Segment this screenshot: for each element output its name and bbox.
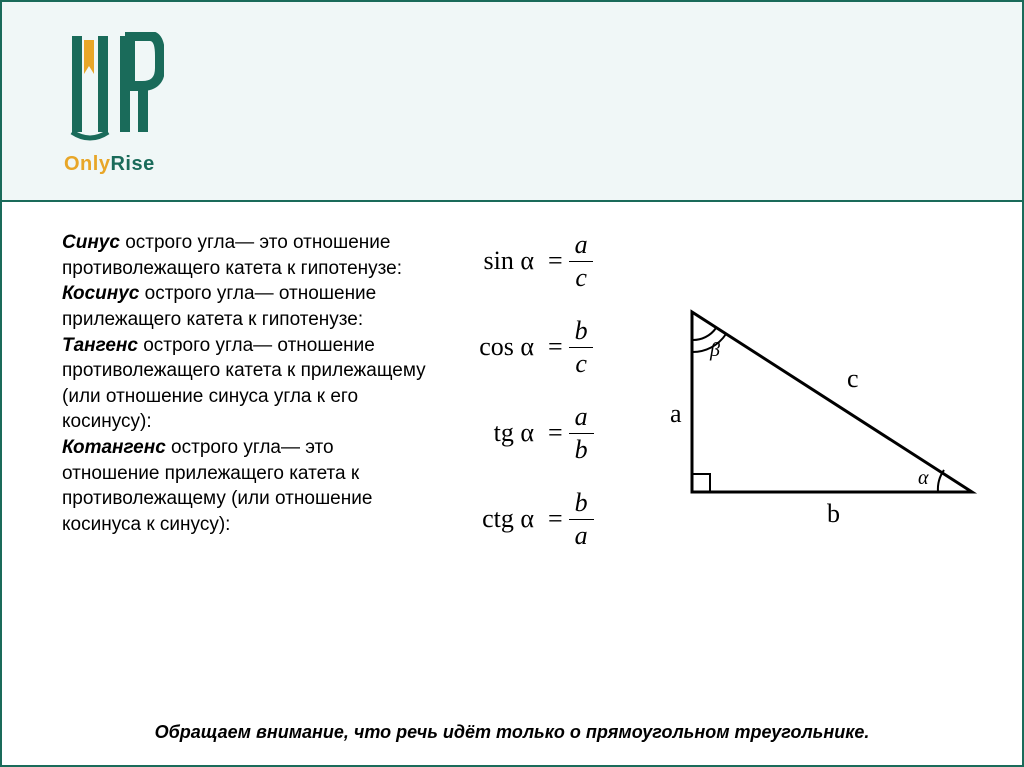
triangle-icon: a b c β α	[652, 282, 992, 532]
side-c-label: c	[847, 364, 859, 393]
label-tg: tg α	[452, 418, 542, 448]
formula-sin: sin α = a c	[452, 230, 594, 292]
brand-first-word: Only	[64, 153, 110, 175]
definitions-text: Синус острого угла— это отношение против…	[62, 230, 432, 538]
def-sin: Синус острого угла— это отношение против…	[62, 230, 432, 281]
def-ctg: Котангенс острого угла— это отношение пр…	[62, 435, 432, 538]
term-tg: Тангенс	[62, 335, 138, 356]
num-cos: b	[569, 317, 594, 346]
fraction-ctg: b a	[569, 489, 594, 549]
brand-logo-block: OnlyRise	[64, 32, 164, 176]
num-ctg: b	[569, 489, 594, 518]
term-ctg: Котангенс	[62, 437, 166, 458]
den-cos: c	[569, 347, 593, 377]
def-cos: Косинус острого угла— отношение прилежащ…	[62, 281, 432, 332]
den-ctg: a	[569, 519, 594, 549]
num-sin: a	[569, 231, 594, 260]
term-sin: Синус	[62, 232, 120, 253]
fraction-sin: a c	[569, 231, 594, 291]
label-sin: sin α	[452, 246, 542, 276]
formula-cos: cos α = b c	[452, 316, 594, 378]
equals-icon: =	[542, 418, 569, 448]
def-tg: Тангенс острого угла— отношение противол…	[62, 333, 432, 436]
num-tg: a	[569, 403, 594, 432]
angle-alpha-label: α	[918, 467, 929, 489]
content: Синус острого угла— это отношение против…	[2, 202, 1022, 722]
label-cos: cos α	[452, 332, 542, 362]
equals-icon: =	[542, 246, 569, 276]
den-sin: c	[569, 261, 593, 291]
term-cos: Косинус	[62, 283, 139, 304]
brand-name: OnlyRise	[64, 153, 164, 176]
formula-ctg: ctg α = b a	[452, 488, 594, 550]
brand-second-word: Rise	[110, 153, 154, 175]
formula-block: sin α = a c cos α = b c tg α = a	[452, 230, 594, 574]
formula-tg: tg α = a b	[452, 402, 594, 464]
triangle-diagram: a b c β α	[652, 282, 992, 532]
angle-beta-label: β	[709, 339, 720, 361]
den-tg: b	[569, 433, 594, 463]
header: OnlyRise	[2, 2, 1022, 202]
side-a-label: a	[670, 399, 682, 428]
equals-icon: =	[542, 332, 569, 362]
footnote-text: Обращаем внимание, что речь идёт только …	[2, 722, 1022, 743]
fraction-cos: b c	[569, 317, 594, 377]
side-b-label: b	[827, 499, 840, 528]
equals-icon: =	[542, 504, 569, 534]
fraction-tg: a b	[569, 403, 594, 463]
label-ctg: ctg α	[452, 504, 542, 534]
slide-frame: OnlyRise Синус острого угла— это отношен…	[0, 0, 1024, 767]
brand-logo-icon	[64, 32, 164, 142]
